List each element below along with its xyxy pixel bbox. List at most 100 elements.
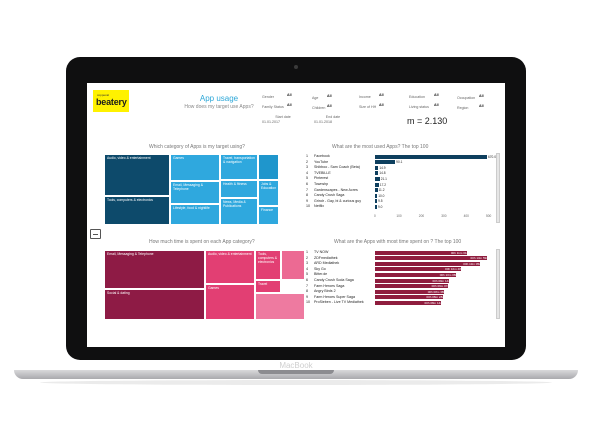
end-date-label: End date	[325, 115, 341, 119]
bar[interactable]	[375, 154, 487, 159]
collapse-toggle-button[interactable]	[90, 229, 101, 239]
filter-size-hh-value[interactable]: All	[379, 103, 384, 107]
treemap-time-small-blocks[interactable]	[281, 250, 305, 280]
bar[interactable]	[375, 160, 396, 165]
bar[interactable]	[375, 177, 380, 181]
app-rank: 1	[306, 154, 308, 158]
app-name[interactable]: Farm Heroes Saga	[314, 283, 345, 288]
app-name[interactable]: ProSieben - Live TV Mediathek	[314, 300, 364, 305]
bar[interactable]	[375, 301, 441, 305]
app-name[interactable]: Gardenscapes - New Acres	[314, 187, 358, 192]
filter-education-value[interactable]: All	[434, 93, 439, 97]
app-name[interactable]: Facebook	[314, 154, 330, 158]
page-title: App usage	[199, 94, 239, 103]
app-name[interactable]: Bitter.de	[314, 272, 328, 277]
bar-value-label: 14.8	[379, 171, 386, 176]
bar-value-label: 00h 10m 48s	[445, 267, 463, 272]
logo-main-text: beatery	[96, 97, 127, 107]
filter-gender-value[interactable]: All	[287, 93, 292, 97]
treemap-time-social[interactable]: Social & dating	[104, 289, 205, 320]
app-name[interactable]: Candy Crush Saga	[314, 193, 345, 198]
filter-size-hh-label: Size of HH	[359, 105, 377, 109]
app-name[interactable]: Pinterest	[314, 176, 329, 181]
bar[interactable]	[375, 295, 443, 300]
app-name[interactable]: Sky Go	[314, 266, 326, 271]
app-name[interactable]: Candy Crush Soda Saga	[314, 278, 354, 282]
filter-family-status-label: Family Status	[262, 105, 284, 109]
category-section-title: Which category of Apps is my target usin…	[149, 144, 245, 150]
treemap-cat-games[interactable]: Games	[170, 154, 220, 181]
app-name[interactable]: YouTube	[314, 159, 329, 164]
bar[interactable]	[375, 205, 378, 209]
app-name[interactable]: TVEBILLE	[314, 170, 331, 175]
app-name[interactable]: Townshp	[314, 182, 329, 186]
treemap-cat-email[interactable]: Email, Messaging & Telephone	[170, 181, 220, 204]
bar[interactable]	[375, 193, 378, 198]
treemap-time-audio-video[interactable]: Audio, video & entertainment	[205, 250, 255, 284]
treemap-time-tools[interactable]: Tools, computers & electronics	[255, 250, 281, 280]
treemap-cat-travel[interactable]: Travel, transportation & navigation	[220, 154, 258, 180]
filter-age-value[interactable]: All	[327, 94, 332, 98]
app-name[interactable]: Angry Birds 2	[314, 289, 336, 294]
bar[interactable]	[375, 267, 462, 272]
most-time-scrollbar[interactable]	[496, 249, 500, 319]
axis-tick-label: 100	[396, 214, 402, 218]
app-name[interactable]: ZDFmediathek	[314, 255, 338, 260]
treemap-time-games[interactable]: Games	[205, 284, 255, 320]
app-name[interactable]: Shibboo - Sam Coach (Beta)	[314, 165, 360, 170]
filter-income-value[interactable]: All	[379, 93, 384, 97]
most-used-scrollbar[interactable]	[496, 153, 500, 223]
bar[interactable]	[375, 250, 467, 255]
start-date-value[interactable]: 01.01.2017	[262, 120, 280, 124]
axis-tick-label: 400	[463, 214, 469, 218]
treemap-cat-news[interactable]: News, Media & Publications	[220, 198, 258, 225]
bar[interactable]	[375, 261, 480, 266]
filter-gender-label: Gender	[262, 95, 274, 99]
bar[interactable]	[375, 278, 449, 283]
laptop-base	[14, 370, 578, 379]
treemap-cat-small-blocks[interactable]	[258, 154, 279, 180]
filter-education-label: Education	[409, 95, 425, 99]
page-subtitle: How does my target use Apps?	[184, 104, 254, 110]
time-section-title: How much time is spent on each App categ…	[149, 239, 255, 245]
filter-region-value[interactable]: All	[479, 104, 484, 108]
treemap-time-travel[interactable]: Travel	[255, 280, 281, 293]
metric-respondents: m = 2.130	[407, 116, 448, 126]
bar[interactable]	[375, 289, 445, 294]
treemap-cat-jobs[interactable]: Jobs & Education	[258, 180, 279, 206]
bar[interactable]	[375, 182, 379, 187]
app-name[interactable]: ARD Mediathek	[314, 261, 340, 266]
treemap-cat-finance[interactable]: Finance	[258, 206, 279, 225]
treemap-cat-lifestyle[interactable]: Lifestyle, food & nightlife	[170, 204, 220, 225]
treemap-time-small-blocks-2[interactable]	[255, 293, 305, 320]
treemap-cat-audio-video[interactable]: Audio, video & entertainment	[104, 154, 170, 196]
filter-occupation-value[interactable]: All	[479, 94, 484, 98]
bar[interactable]	[375, 165, 379, 170]
bar[interactable]	[375, 188, 378, 193]
app-name[interactable]: Grindr - Gay, bi & curious guy	[314, 198, 362, 203]
treemap-cat-health[interactable]: Health & fitness	[220, 180, 258, 198]
bar[interactable]	[375, 199, 378, 204]
most-used-bar-chart: 670.0 90.1 14.9 14.8 21.1 17.2 11.2 10.0 9.5 9.0	[375, 154, 496, 210]
bar[interactable]	[375, 284, 448, 289]
app-rank: 4	[306, 266, 308, 271]
bar[interactable]	[375, 273, 457, 277]
app-name[interactable]: Farm Heroes Super Saga	[314, 294, 355, 299]
treemap-cat-tools[interactable]: Tools, computers & electronics	[104, 196, 170, 225]
bar-value-label: 9.0	[378, 205, 383, 209]
end-date-value[interactable]: 01.01.2018	[314, 120, 332, 124]
app-rank: 6	[306, 182, 308, 186]
filter-family-status-value[interactable]: All	[287, 103, 292, 107]
app-name[interactable]: Netflix	[314, 204, 324, 209]
app-rank: 9	[306, 198, 308, 203]
filter-living-status-value[interactable]: All	[434, 103, 439, 107]
bar[interactable]	[375, 171, 379, 176]
bar[interactable]	[375, 256, 487, 261]
most-time-bar-chart: 00h 11m 31s 00h 13m 59s 00h 13m 05s 00h 10m…	[375, 250, 490, 306]
app-name[interactable]: TV NOW	[314, 250, 329, 254]
app-rank: 2	[306, 159, 308, 164]
treemap-time-email[interactable]: Email, Messaging & Telephone	[104, 250, 205, 289]
filter-children-value[interactable]: All	[327, 104, 332, 108]
filter-age-label: Age	[312, 96, 319, 100]
app-rank: 7	[306, 283, 308, 288]
